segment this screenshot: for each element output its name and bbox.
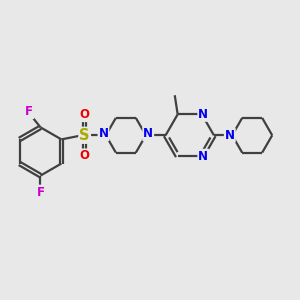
Text: O: O bbox=[80, 149, 90, 162]
Text: N: N bbox=[143, 127, 153, 140]
Text: N: N bbox=[98, 127, 109, 140]
Text: N: N bbox=[198, 108, 208, 121]
Text: S: S bbox=[80, 128, 90, 143]
Text: F: F bbox=[25, 105, 33, 118]
Text: O: O bbox=[80, 108, 90, 121]
Text: N: N bbox=[225, 129, 235, 142]
Text: F: F bbox=[37, 186, 44, 199]
Text: N: N bbox=[198, 150, 208, 163]
